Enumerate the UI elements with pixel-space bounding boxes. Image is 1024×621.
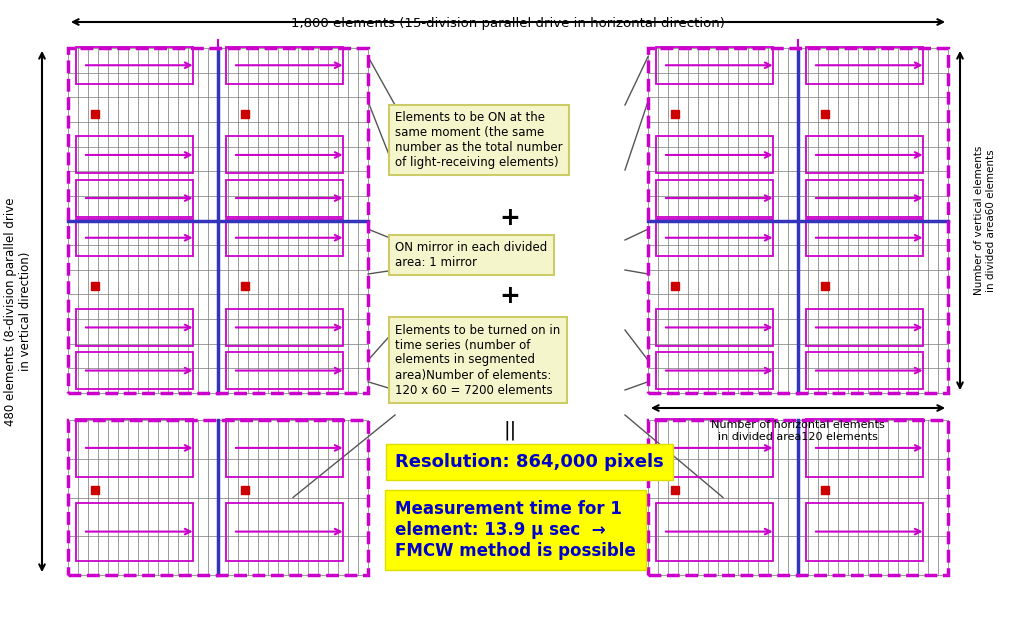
Text: 480 elements (8-division parallel drive
in vertical direction): 480 elements (8-division parallel drive …	[4, 197, 32, 426]
Bar	[648, 420, 798, 575]
Bar	[806, 419, 923, 477]
Bar	[225, 419, 342, 477]
Bar	[218, 48, 368, 220]
Bar	[821, 109, 829, 117]
Bar	[91, 109, 99, 117]
Bar	[218, 220, 368, 393]
Bar	[655, 137, 772, 173]
Bar	[241, 486, 249, 494]
Bar	[806, 502, 923, 561]
Text: ||: ||	[504, 420, 517, 440]
Bar	[671, 109, 679, 117]
Bar	[806, 179, 923, 217]
Bar	[806, 219, 923, 256]
Bar	[648, 220, 798, 393]
Bar	[241, 282, 249, 290]
Bar	[648, 48, 948, 393]
Bar	[655, 219, 772, 256]
Bar	[655, 419, 772, 477]
Text: Number of horizontal elements
in divided area120 elements: Number of horizontal elements in divided…	[711, 420, 885, 442]
Bar	[648, 48, 798, 220]
Text: Elements to be ON at the
same moment (the same
number as the total number
of lig: Elements to be ON at the same moment (th…	[395, 111, 562, 169]
Text: +: +	[500, 206, 520, 230]
Bar	[225, 309, 342, 346]
Bar	[68, 48, 368, 393]
Bar	[806, 309, 923, 346]
Bar	[671, 282, 679, 290]
Bar	[821, 282, 829, 290]
Bar	[76, 502, 193, 561]
Text: Measurement time for 1
element: 13.9 μ sec  →
FMCW method is possible: Measurement time for 1 element: 13.9 μ s…	[395, 500, 636, 560]
Bar	[225, 352, 342, 389]
Bar	[798, 220, 948, 393]
Bar	[655, 179, 772, 217]
Bar	[76, 352, 193, 389]
Bar	[225, 219, 342, 256]
Text: +: +	[500, 284, 520, 308]
Text: ON mirror in each divided
area: 1 mirror: ON mirror in each divided area: 1 mirror	[395, 241, 547, 269]
Bar	[655, 47, 772, 84]
Bar	[68, 48, 218, 220]
Bar	[648, 420, 948, 575]
Bar	[68, 420, 218, 575]
Bar	[225, 502, 342, 561]
Bar	[76, 419, 193, 477]
Bar	[218, 420, 368, 575]
Bar	[655, 309, 772, 346]
Bar	[655, 502, 772, 561]
Bar	[68, 420, 368, 575]
Bar	[68, 220, 218, 393]
Bar	[655, 352, 772, 389]
Text: Elements to be turned on in
time series (number of
elements in segmented
area)Nu: Elements to be turned on in time series …	[395, 324, 560, 396]
Bar	[821, 486, 829, 494]
Bar	[671, 486, 679, 494]
Bar	[91, 282, 99, 290]
Bar	[91, 486, 99, 494]
Bar	[76, 137, 193, 173]
Bar	[225, 179, 342, 217]
Bar	[76, 219, 193, 256]
Bar	[225, 47, 342, 84]
Bar	[806, 352, 923, 389]
Bar	[225, 137, 342, 173]
Bar	[798, 48, 948, 220]
Text: Number of vertical elements
in divided area60 elements: Number of vertical elements in divided a…	[974, 146, 995, 295]
Text: Resolution: 864,000 pixels: Resolution: 864,000 pixels	[395, 453, 664, 471]
Bar	[798, 420, 948, 575]
Bar	[241, 109, 249, 117]
Bar	[76, 179, 193, 217]
Text: 1,800 elements (15-division parallel drive in horizontal direction): 1,800 elements (15-division parallel dri…	[291, 17, 725, 30]
Bar	[806, 137, 923, 173]
Bar	[76, 309, 193, 346]
Bar	[806, 47, 923, 84]
Bar	[76, 47, 193, 84]
